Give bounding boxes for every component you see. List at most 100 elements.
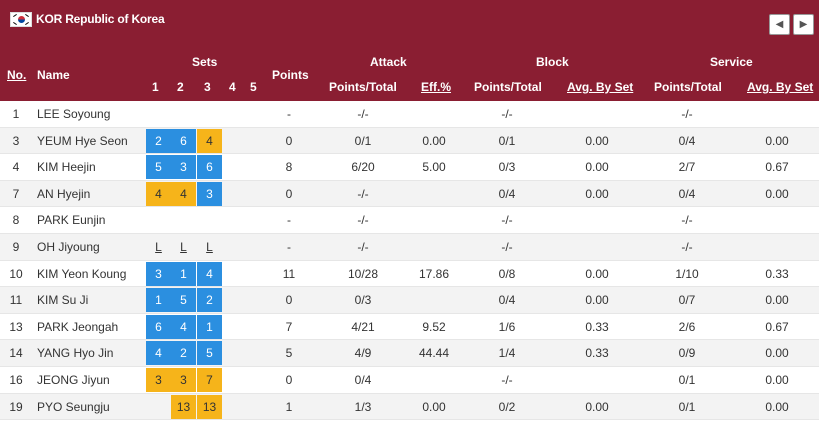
table-row[interactable]: 3 YEUM Hye Seon 0 0/1 0.00 0/1 0.00 0/4 0.00 2 6 4 bbox=[0, 127, 819, 155]
player-points: 0 bbox=[285, 293, 293, 308]
block-points-total: -/- bbox=[501, 372, 513, 387]
player-number: 11 bbox=[9, 293, 23, 308]
set-2-cell: 13 bbox=[171, 394, 196, 419]
table-row[interactable]: 7 AN Hyejin 0 -/- 0/4 0.00 0/4 0.00 4 4 3 bbox=[0, 180, 819, 208]
player-number: 13 bbox=[9, 319, 23, 334]
player-points: 1 bbox=[285, 399, 293, 414]
header-service: Service bbox=[710, 55, 753, 69]
service-points-total: 1/10 bbox=[675, 266, 699, 281]
table-row[interactable]: 8 PARK Eunjin - -/- -/- -/- bbox=[0, 207, 819, 234]
attack-points-total: 10/28 bbox=[347, 266, 379, 281]
set-1-cell: 3 bbox=[146, 261, 171, 286]
attack-points-total: -/- bbox=[357, 213, 369, 228]
player-name[interactable]: KIM Heejin bbox=[37, 160, 96, 175]
player-points: 5 bbox=[285, 346, 293, 361]
header-block-avg[interactable]: Avg. By Set bbox=[567, 80, 634, 94]
service-points-total: 0/1 bbox=[678, 399, 696, 414]
service-points-total: 0/9 bbox=[678, 346, 696, 361]
player-name[interactable]: PYO Seungju bbox=[37, 399, 110, 414]
set-3-cell: 1 bbox=[197, 314, 222, 339]
header-attack-points[interactable]: Points/Total bbox=[329, 80, 397, 94]
attack-efficiency: 17.86 bbox=[418, 266, 450, 281]
table-row[interactable]: 9 OH Jiyoung - -/- -/- -/- L L L bbox=[0, 233, 819, 261]
table-row[interactable]: 16 JEONG Jiyun 0 0/4 -/- 0/1 0.00 3 3 7 bbox=[0, 367, 819, 394]
block-points-total: 0/4 bbox=[498, 293, 516, 308]
block-points-total: 0/1 bbox=[498, 133, 516, 148]
header-service-avg[interactable]: Avg. By Set bbox=[747, 80, 814, 94]
block-points-total: -/- bbox=[501, 239, 513, 254]
set-2-cell: 1 bbox=[171, 261, 196, 286]
header-set-1: 1 bbox=[152, 80, 159, 94]
block-avg-by-set: 0.33 bbox=[585, 319, 609, 334]
prev-team-button[interactable]: ◀ bbox=[769, 14, 790, 35]
player-name[interactable]: AN Hyejin bbox=[37, 186, 91, 201]
header-name[interactable]: Name bbox=[37, 68, 70, 82]
attack-efficiency bbox=[408, 234, 460, 260]
attack-efficiency: 44.44 bbox=[418, 346, 450, 361]
attack-efficiency bbox=[408, 207, 460, 233]
table-row[interactable]: 14 YANG Hyo Jin 5 4/9 44.44 1/4 0.33 0/9 0.00 4 2 5 bbox=[0, 340, 819, 367]
set-3-cell: 2 bbox=[197, 288, 222, 313]
header-attack: Attack bbox=[370, 55, 407, 69]
service-avg-by-set: 0.00 bbox=[765, 399, 789, 414]
attack-points-total: 6/20 bbox=[351, 160, 375, 175]
player-rows: 1 LEE Soyoung - -/- -/- -/- 3 YEUM Hye Seon 0 0/1… bbox=[0, 101, 819, 421]
header-no[interactable]: No. bbox=[7, 68, 27, 82]
player-name[interactable]: PARK Jeongah bbox=[37, 319, 119, 334]
player-number: 3 bbox=[12, 133, 20, 148]
attack-points-total: 4/21 bbox=[351, 319, 375, 334]
player-name[interactable]: OH Jiyoung bbox=[37, 239, 100, 254]
block-points-total: -/- bbox=[501, 107, 513, 121]
set-1-cell: 1 bbox=[146, 288, 171, 313]
table-row[interactable]: 11 KIM Su Ji 0 0/3 0/4 0.00 0/7 0.00 1 5 2 bbox=[0, 287, 819, 314]
table-row[interactable]: 13 PARK Jeongah 7 4/21 9.52 1/6 0.33 2/6 0.67 6 4 1 bbox=[0, 314, 819, 341]
player-name[interactable]: KIM Yeon Koung bbox=[37, 266, 127, 281]
service-points-total: 0/4 bbox=[678, 186, 696, 201]
attack-efficiency: 0.00 bbox=[422, 133, 446, 148]
block-points-total: 0/2 bbox=[498, 399, 516, 414]
set-3-cell: 5 bbox=[197, 341, 222, 366]
header-sets: Sets bbox=[192, 55, 218, 69]
set-2-cell: 4 bbox=[171, 314, 196, 339]
header-block-points[interactable]: Points/Total bbox=[474, 80, 542, 94]
player-name[interactable]: KIM Su Ji bbox=[37, 293, 89, 308]
set-1-cell: 5 bbox=[146, 155, 171, 180]
service-avg-by-set bbox=[748, 207, 806, 233]
next-team-button[interactable]: ▶ bbox=[793, 14, 814, 35]
block-avg-by-set: 0.00 bbox=[585, 399, 609, 414]
header-service-points[interactable]: Points/Total bbox=[654, 80, 722, 94]
block-points-total: 1/6 bbox=[498, 319, 516, 334]
player-number: 1 bbox=[12, 107, 20, 121]
player-name[interactable]: LEE Soyoung bbox=[37, 107, 111, 121]
header-set-5: 5 bbox=[250, 80, 257, 94]
player-name[interactable]: YANG Hyo Jin bbox=[37, 346, 114, 361]
attack-efficiency: 5.00 bbox=[422, 160, 446, 175]
block-avg-by-set: 0.33 bbox=[585, 346, 609, 361]
service-avg-by-set: 0.00 bbox=[765, 346, 789, 361]
player-name[interactable]: JEONG Jiyun bbox=[37, 372, 110, 387]
player-number: 16 bbox=[9, 372, 23, 387]
service-avg-by-set: 0.67 bbox=[765, 319, 789, 334]
attack-points-total: 0/1 bbox=[354, 133, 372, 148]
block-points-total: 0/3 bbox=[498, 160, 516, 175]
block-points-total: -/- bbox=[501, 213, 513, 228]
player-name[interactable]: YEUM Hye Seon bbox=[37, 133, 128, 148]
service-avg-by-set: 0.00 bbox=[765, 293, 789, 308]
set-2-cell: 3 bbox=[171, 155, 196, 180]
set-2-cell: 2 bbox=[171, 341, 196, 366]
table-row[interactable]: 19 PYO Seungju 1 1/3 0.00 0/2 0.00 0/1 0.00 13 13 bbox=[0, 393, 819, 421]
player-number: 14 bbox=[9, 346, 23, 361]
attack-efficiency: 0.00 bbox=[422, 399, 446, 414]
set-3-cell: 4 bbox=[197, 261, 222, 286]
service-points-total: -/- bbox=[681, 239, 693, 254]
table-row[interactable]: 1 LEE Soyoung - -/- -/- -/- bbox=[0, 101, 819, 128]
service-points-total: 0/7 bbox=[678, 293, 696, 308]
block-avg-by-set: 0.00 bbox=[585, 293, 609, 308]
table-row[interactable]: 4 KIM Heejin 8 6/20 5.00 0/3 0.00 2/7 0.67 5 3 6 bbox=[0, 154, 819, 181]
table-row[interactable]: 10 KIM Yeon Koung 11 10/28 17.86 0/8 0.00 1/10 0… bbox=[0, 261, 819, 288]
service-points-total: 0/1 bbox=[678, 372, 696, 387]
header-attack-eff[interactable]: Eff.% bbox=[421, 80, 451, 94]
player-name[interactable]: PARK Eunjin bbox=[37, 213, 106, 228]
header-points[interactable]: Points bbox=[272, 68, 309, 82]
